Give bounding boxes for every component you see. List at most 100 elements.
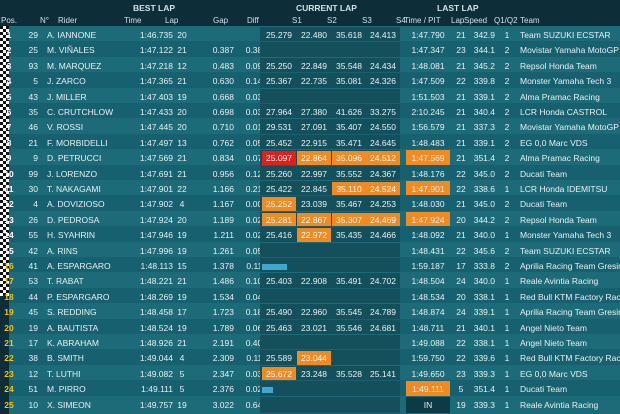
sector-3-time: 35.307 <box>332 212 366 227</box>
table-row[interactable]: 4 5 J. ZARCO 1:47.365 21 0.630 0.147 25.367 22.7… <box>7 72 620 91</box>
best-lap-time: 1:47.403 <box>139 91 173 102</box>
sector-1-time: 25.252 <box>262 197 296 212</box>
last-lap-time: 1:47.347 <box>411 45 445 56</box>
sector-2-time: 22.997 <box>301 168 327 179</box>
table-row[interactable]: 8 21 F. MORBIDELLI 1:47.497 13 0.762 0.052 25.4… <box>7 133 620 152</box>
current-lap-sectors: 25.463 23.021 35.546 24.681 <box>260 319 400 336</box>
best-lap-time: 1:47.122 <box>139 45 173 56</box>
best-lap-time: 1:49.757 <box>139 399 173 410</box>
sector-4-time: 24.466 <box>370 230 396 241</box>
best-lap-number: 19 <box>177 322 187 333</box>
rider-name: B. SMITH <box>47 353 84 364</box>
last-lap-number: 21 <box>456 153 466 164</box>
position: 1 <box>6 30 12 40</box>
table-row[interactable]: 12 4 A. DOVIZIOSO 1:47.902 4 1.167 0.001 25.252… <box>4 195 620 214</box>
rider-number: 25 <box>28 45 38 56</box>
diff-value: 0.096 <box>245 60 267 71</box>
last-lap-time: 1:48.534 <box>411 291 445 302</box>
last-lap-time: 1:47.569 <box>411 153 445 164</box>
speed-value: 345.0 <box>473 199 495 210</box>
sector-1-time: 25.490 <box>266 307 292 318</box>
current-lap-group-header: CURRENT LAP <box>296 3 357 13</box>
last-lap-number: 19 <box>456 399 466 410</box>
best-lap-time: 1:46.735 <box>139 30 173 40</box>
table-row[interactable]: 22 38 B. SMITH 1:49.044 4 2.309 0.118 25.589 23.… <box>4 349 620 368</box>
table-row[interactable]: 15 42 A. RINS 1:47.996 19 1.261 0.050 1:48.431 2… <box>4 241 620 260</box>
sector-4-time: 24.367 <box>370 168 396 179</box>
best-lap-time: 1:47.691 <box>139 168 173 179</box>
speed-value: 339.3 <box>473 399 495 410</box>
last-lap-time: 1:48.092 <box>411 230 445 241</box>
sector-3-time: 35.618 <box>336 30 362 40</box>
position: 10 <box>4 168 14 179</box>
table-row[interactable]: 11 30 T. NAKAGAMI 1:47.901 22 1.166 0.210 25.42… <box>5 180 620 198</box>
best-lap-number: 12 <box>177 60 187 71</box>
table-row[interactable]: 7 46 V. ROSSI 1:47.445 20 0.710 0.012 29.531 27.… <box>7 118 620 137</box>
sector-1-time: 25.367 <box>266 76 292 87</box>
diff-value: 0.210 <box>245 184 267 194</box>
rider-name: K. ABRAHAM <box>47 338 99 348</box>
team-name: Team SUZUKI ECSTAR <box>520 245 611 256</box>
sector-2-time: 23.248 <box>301 368 327 379</box>
rider-name: V. ROSSI <box>47 122 84 133</box>
table-row[interactable]: 14 55 H. SYAHRIN 1:47.946 19 1.211 0.022 25.416… <box>4 226 620 245</box>
checkered-flag-icon <box>0 206 9 224</box>
table-row[interactable]: 6 35 C. CRUTCHLOW 1:47.433 20 0.698 0.030 27.96… <box>7 103 620 121</box>
speed-value: 340.0 <box>473 276 495 287</box>
table-row[interactable]: 24 51 M. PIRRO 1:49.111 5 2.376 0.029 1:49.111 5… <box>4 380 620 399</box>
speed-value: 339.3 <box>473 368 495 379</box>
table-row[interactable]: 10 99 J. LORENZO 1:47.691 21 0.956 0.122 25.260… <box>4 164 620 183</box>
sector-1-time: 25.452 <box>266 137 292 148</box>
table-row[interactable]: 18 44 P. ESPARGARO 1:48.269 19 1.534 0.048 1:48… <box>4 287 620 306</box>
rider-name: J. ZARCO <box>47 76 86 87</box>
team-name: Repsol Honda Team <box>520 60 597 71</box>
rider-header: Rider <box>58 16 78 25</box>
best-lap-number: 17 <box>177 307 187 318</box>
qualifying-session: 2 <box>504 153 510 164</box>
best-time-header: Time <box>124 16 142 25</box>
speed-value: 340.0 <box>473 230 495 241</box>
table-row[interactable]: 20 19 A. BAUTISTA 1:48.524 19 1.789 0.066 25.46… <box>4 318 620 337</box>
header-column-row: Pos. N° Rider Time Lap Gap Diff S1 S2 S3… <box>0 13 620 26</box>
best-lap-number: 21 <box>177 153 187 164</box>
table-row[interactable]: 5 43 J. MILLER 1:47.403 19 0.668 0.038 1:51.503… <box>7 87 620 106</box>
gap-header: Gap <box>213 16 229 25</box>
table-row[interactable]: 25 10 X. SIMEON 1:49.757 19 3.022 0.646 IN 19 339… <box>4 395 620 414</box>
last-lap-time: 1:47.790 <box>411 30 445 40</box>
checkered-flag-icon <box>0 224 9 242</box>
last-lap-time: 1:48.874 <box>411 307 445 318</box>
table-row[interactable]: 16 41 A. ESPARGARO 1:48.113 15 1.378 0.117 1:59… <box>4 257 620 275</box>
table-row[interactable]: 9 9 D. PETRUCCI 1:47.569 21 0.834 0.072 25.097 2… <box>7 149 620 168</box>
sector-1-time: 25.250 <box>266 60 292 71</box>
sector-3-time: 35.081 <box>336 76 362 87</box>
sector-4-time: 25.141 <box>370 368 396 379</box>
qualifying-session: 2 <box>504 199 510 210</box>
rider-number: 93 <box>28 60 38 71</box>
table-row[interactable]: 21 17 K. ABRAHAM 1:48.926 21 2.191 0.402 1:49.0… <box>4 334 620 352</box>
gap-value: 1.261 <box>212 245 234 256</box>
rider-number: 53 <box>28 276 38 287</box>
qualifying-session: 2 <box>504 91 510 102</box>
best-lap-time: 1:48.221 <box>139 276 173 287</box>
table-row[interactable]: 19 45 S. REDDING 1:48.458 17 1.723 0.189 25.490… <box>4 303 620 322</box>
table-row[interactable]: 1 29 A. IANNONE 1:46.735 20 25.279 22.480 35.61… <box>7 26 620 44</box>
current-lap-sectors: 27.964 27.380 41.626 33.275 <box>260 104 400 120</box>
q-header: Q1/Q2 <box>494 16 518 25</box>
best-lap-number: 15 <box>177 261 187 271</box>
sector-3-time: 35.545 <box>336 307 362 318</box>
best-lap-time: 1:47.445 <box>139 122 173 133</box>
best-lap-time: 1:48.926 <box>139 338 173 348</box>
table-row[interactable]: 3 93 M. MARQUEZ 1:47.218 12 0.483 0.096 25.250 2… <box>7 56 620 75</box>
rider-name: P. ESPARGARO <box>47 291 110 302</box>
table-row[interactable]: 13 26 D. PEDROSA 1:47.924 20 1.189 0.022 25.281… <box>4 210 620 229</box>
qualifying-session: 1 <box>504 307 510 318</box>
speed-value: 351.4 <box>473 384 495 395</box>
diff-value: 0.050 <box>245 245 267 256</box>
diff-value: 0.189 <box>245 307 267 318</box>
position: 17 <box>4 276 14 287</box>
table-row[interactable]: 17 53 T. RABAT 1:48.221 21 1.486 0.108 25.403 22… <box>4 272 620 291</box>
table-row[interactable]: 2 25 M. VIÑALES 1:47.122 21 0.387 0.387 1:47.34… <box>7 41 620 60</box>
table-row[interactable]: 23 12 T. LUTHI 1:49.082 5 2.347 0.038 25.672 23.… <box>4 364 620 383</box>
current-lap-sectors <box>260 288 400 305</box>
rider-number: 30 <box>28 184 38 194</box>
